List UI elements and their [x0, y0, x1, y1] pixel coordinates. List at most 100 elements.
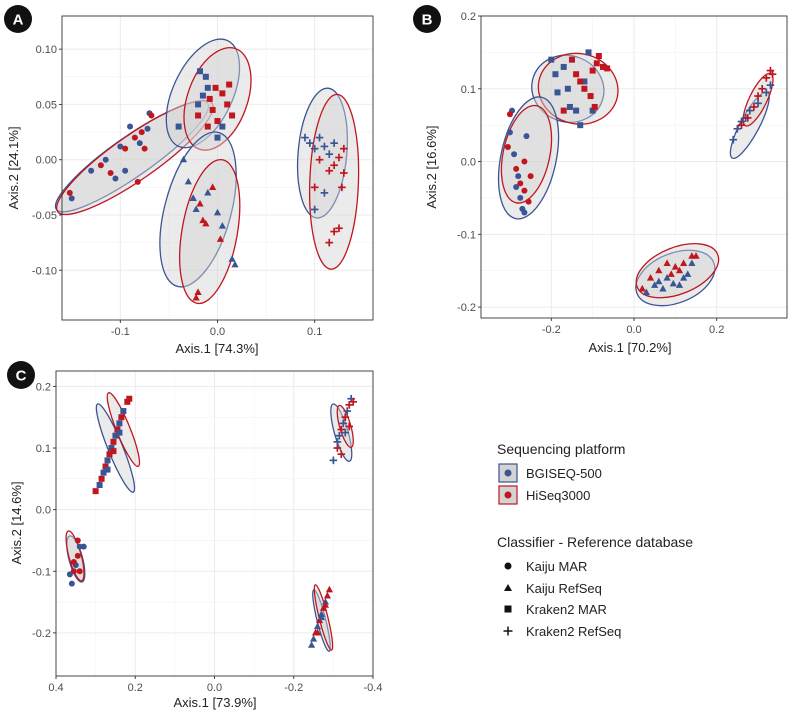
panel-b-point-hiseq-triangle	[692, 252, 700, 259]
panel-a-y-axis-label: Axis.2 [24.1%]	[6, 126, 21, 209]
panel-a-point-hiseq-triangle	[202, 219, 210, 227]
panel-b-point-bgiseq-square	[548, 56, 555, 63]
panel-c-point-bgiseq-square	[108, 445, 115, 452]
panel-a-xtick-label: 0.1	[307, 326, 322, 338]
panel-c-point-hiseq-square	[106, 451, 113, 458]
panel-b-point-bgiseq-square	[552, 71, 559, 78]
panel-c-point-bgiseq-square	[116, 420, 123, 427]
panel-c-point-hiseq-square	[124, 398, 131, 405]
panel-c-point-hiseq-plus	[337, 450, 346, 458]
panel-c-xtick-label: 0.4	[48, 682, 63, 694]
panel-b-point-bgiseq-triangle	[655, 277, 663, 285]
panel-a-point-bgiseq-plus	[325, 150, 334, 158]
panel-a-point-hiseq-circle	[141, 145, 148, 152]
panel-c-xtick-label: 0.2	[128, 682, 143, 694]
panel-a-point-hiseq-triangle	[194, 288, 202, 295]
panel-a-point-bgiseq-plus	[310, 205, 319, 214]
panel-c-badge: C	[7, 361, 35, 389]
panel-c-point-bgiseq-plus	[329, 456, 338, 465]
panel-c-point-bgiseq-triangle	[307, 641, 316, 648]
panel-c-point-hiseq-circle	[76, 568, 83, 575]
panel-b-point-bgiseq-square	[581, 78, 588, 85]
panel-a-point-bgiseq-plus	[330, 139, 338, 147]
panel-a-ytick-label: -0.05	[32, 210, 57, 222]
panel-b-ellipse-hiseq	[500, 104, 553, 204]
panel-a-point-hiseq-triangle	[192, 293, 200, 301]
panel-a-point-hiseq-circle	[122, 145, 129, 152]
panel-a-point-hiseq-plus	[330, 227, 338, 236]
panel-b-ytick-label: 0.0	[461, 157, 476, 169]
panel-a-point-hiseq-circle	[131, 134, 138, 141]
panel-b-point-bgiseq-plus	[754, 99, 762, 108]
panel-b-point-bgiseq-plus	[762, 88, 771, 97]
panel-b-point-bgiseq-triangle	[688, 259, 696, 267]
panel-c-point-bgiseq-triangle	[317, 613, 326, 621]
panel-c-point-hiseq-square	[110, 448, 117, 455]
panel-c-point-hiseq-plus	[349, 398, 357, 406]
panel-b-ytick-label: 0.2	[461, 11, 476, 23]
panel-b-point-bgiseq-square	[573, 107, 580, 114]
panel-c-point-hiseq-square	[126, 395, 133, 402]
panel-a-point-hiseq-triangle	[216, 235, 225, 242]
panel-c-point-hiseq-circle	[74, 537, 81, 544]
panel-b-point-hiseq-circle	[504, 143, 511, 150]
legend-hiseq-label: HiSeq3000	[526, 488, 590, 503]
panel-b-point-hiseq-triangle	[638, 284, 646, 292]
panel-b-point-hiseq-circle	[521, 187, 528, 194]
panel-a-x-axis-label: Axis.1 [74.3%]	[175, 341, 258, 356]
panel-a-point-bgiseq-square	[204, 84, 211, 91]
panel-c-xtick-label: 0.0	[207, 682, 222, 694]
panel-c-badge-circle	[7, 361, 35, 389]
panel-c-x-axis-label: Axis.1 [73.9%]	[173, 695, 256, 710]
panel-c-point-bgiseq-plus	[335, 431, 344, 440]
panel-c-ytick-label: 0.2	[36, 381, 51, 393]
panel-c: 0.4 0.2 0.0 -0.2 -0.4 -0.2 -0.1 0.0 0.1 0.2 Axis.1…	[9, 370, 382, 710]
panel-b-point-hiseq-square	[593, 60, 600, 67]
panel-b-point-hiseq-triangle	[667, 270, 675, 277]
panel-c-point-hiseq-plus	[337, 425, 346, 434]
panel-a-badge: A	[4, 5, 32, 33]
panel-b-x-axis-label: Axis.1 [70.2%]	[588, 340, 671, 355]
panel-c-point-hiseq-square	[114, 426, 121, 433]
panel-a-point-hiseq-plus	[330, 161, 338, 170]
panel-b-point-bgiseq-plus	[733, 124, 742, 133]
panel-a-point-bgiseq-circle	[102, 156, 109, 163]
panel-b-point-hiseq-circle	[525, 198, 532, 205]
panel-a-point-hiseq-circle	[134, 178, 141, 185]
panel-c-point-hiseq-square	[102, 463, 109, 470]
panel-c-point-bgiseq-square	[104, 466, 111, 473]
panel-b-point-bgiseq-triangle	[663, 273, 671, 281]
panel-b-point-hiseq-square	[568, 56, 575, 63]
panel-c-point-bgiseq-plus	[333, 438, 342, 446]
panel-a-point-hiseq-square	[204, 123, 211, 130]
legend-classifier-title: Classifier - Reference database	[497, 534, 693, 550]
legend-triangle-symbol	[504, 584, 512, 591]
panel-c-point-hiseq-plus	[345, 401, 354, 409]
panel-a-point-bgiseq-square	[175, 123, 182, 130]
panel-a-point-hiseq-plus	[335, 224, 343, 233]
panel-b-point-bgiseq-circle	[506, 129, 513, 136]
legend-circle-symbol	[504, 562, 512, 570]
panel-a-point-hiseq-triangle	[209, 183, 217, 190]
legend-kaiju-mar-label: Kaiju MAR	[526, 559, 587, 574]
panel-b-xtick-label: -0.2	[542, 324, 561, 336]
legend-plus-symbol	[503, 626, 513, 636]
panel-b-point-hiseq-plus	[754, 92, 762, 100]
panel-c-ellipse-hiseq	[336, 404, 354, 449]
panel-b-xtick-label: 0.2	[709, 324, 724, 336]
panel-a-point-hiseq-plus	[325, 166, 334, 175]
panel-c-point-bgiseq-plus	[343, 407, 352, 415]
panel-c-point-bgiseq-square	[100, 469, 107, 476]
panel-b-ytick-label: 0.1	[461, 84, 476, 96]
panel-c-point-bgiseq-square	[112, 432, 119, 439]
panel-b-point-bgiseq-triangle	[642, 288, 651, 296]
legend-bgiseq-dot	[504, 469, 512, 477]
panel-b-point-bgiseq-circle	[513, 184, 520, 191]
panel-a-point-bgiseq-circle	[122, 167, 129, 174]
panel-a-point-bgiseq-plus	[320, 142, 329, 151]
legend-kraken2-refseq-label: Kraken2 RefSeq	[526, 624, 621, 639]
panel-b-y-axis-label: Axis.2 [16.6%]	[424, 125, 439, 208]
panel-b-point-hiseq-circle	[527, 173, 534, 180]
panel-c-point-hiseq-plus	[345, 422, 354, 431]
panel-a-point-bgiseq-plus	[306, 139, 314, 147]
